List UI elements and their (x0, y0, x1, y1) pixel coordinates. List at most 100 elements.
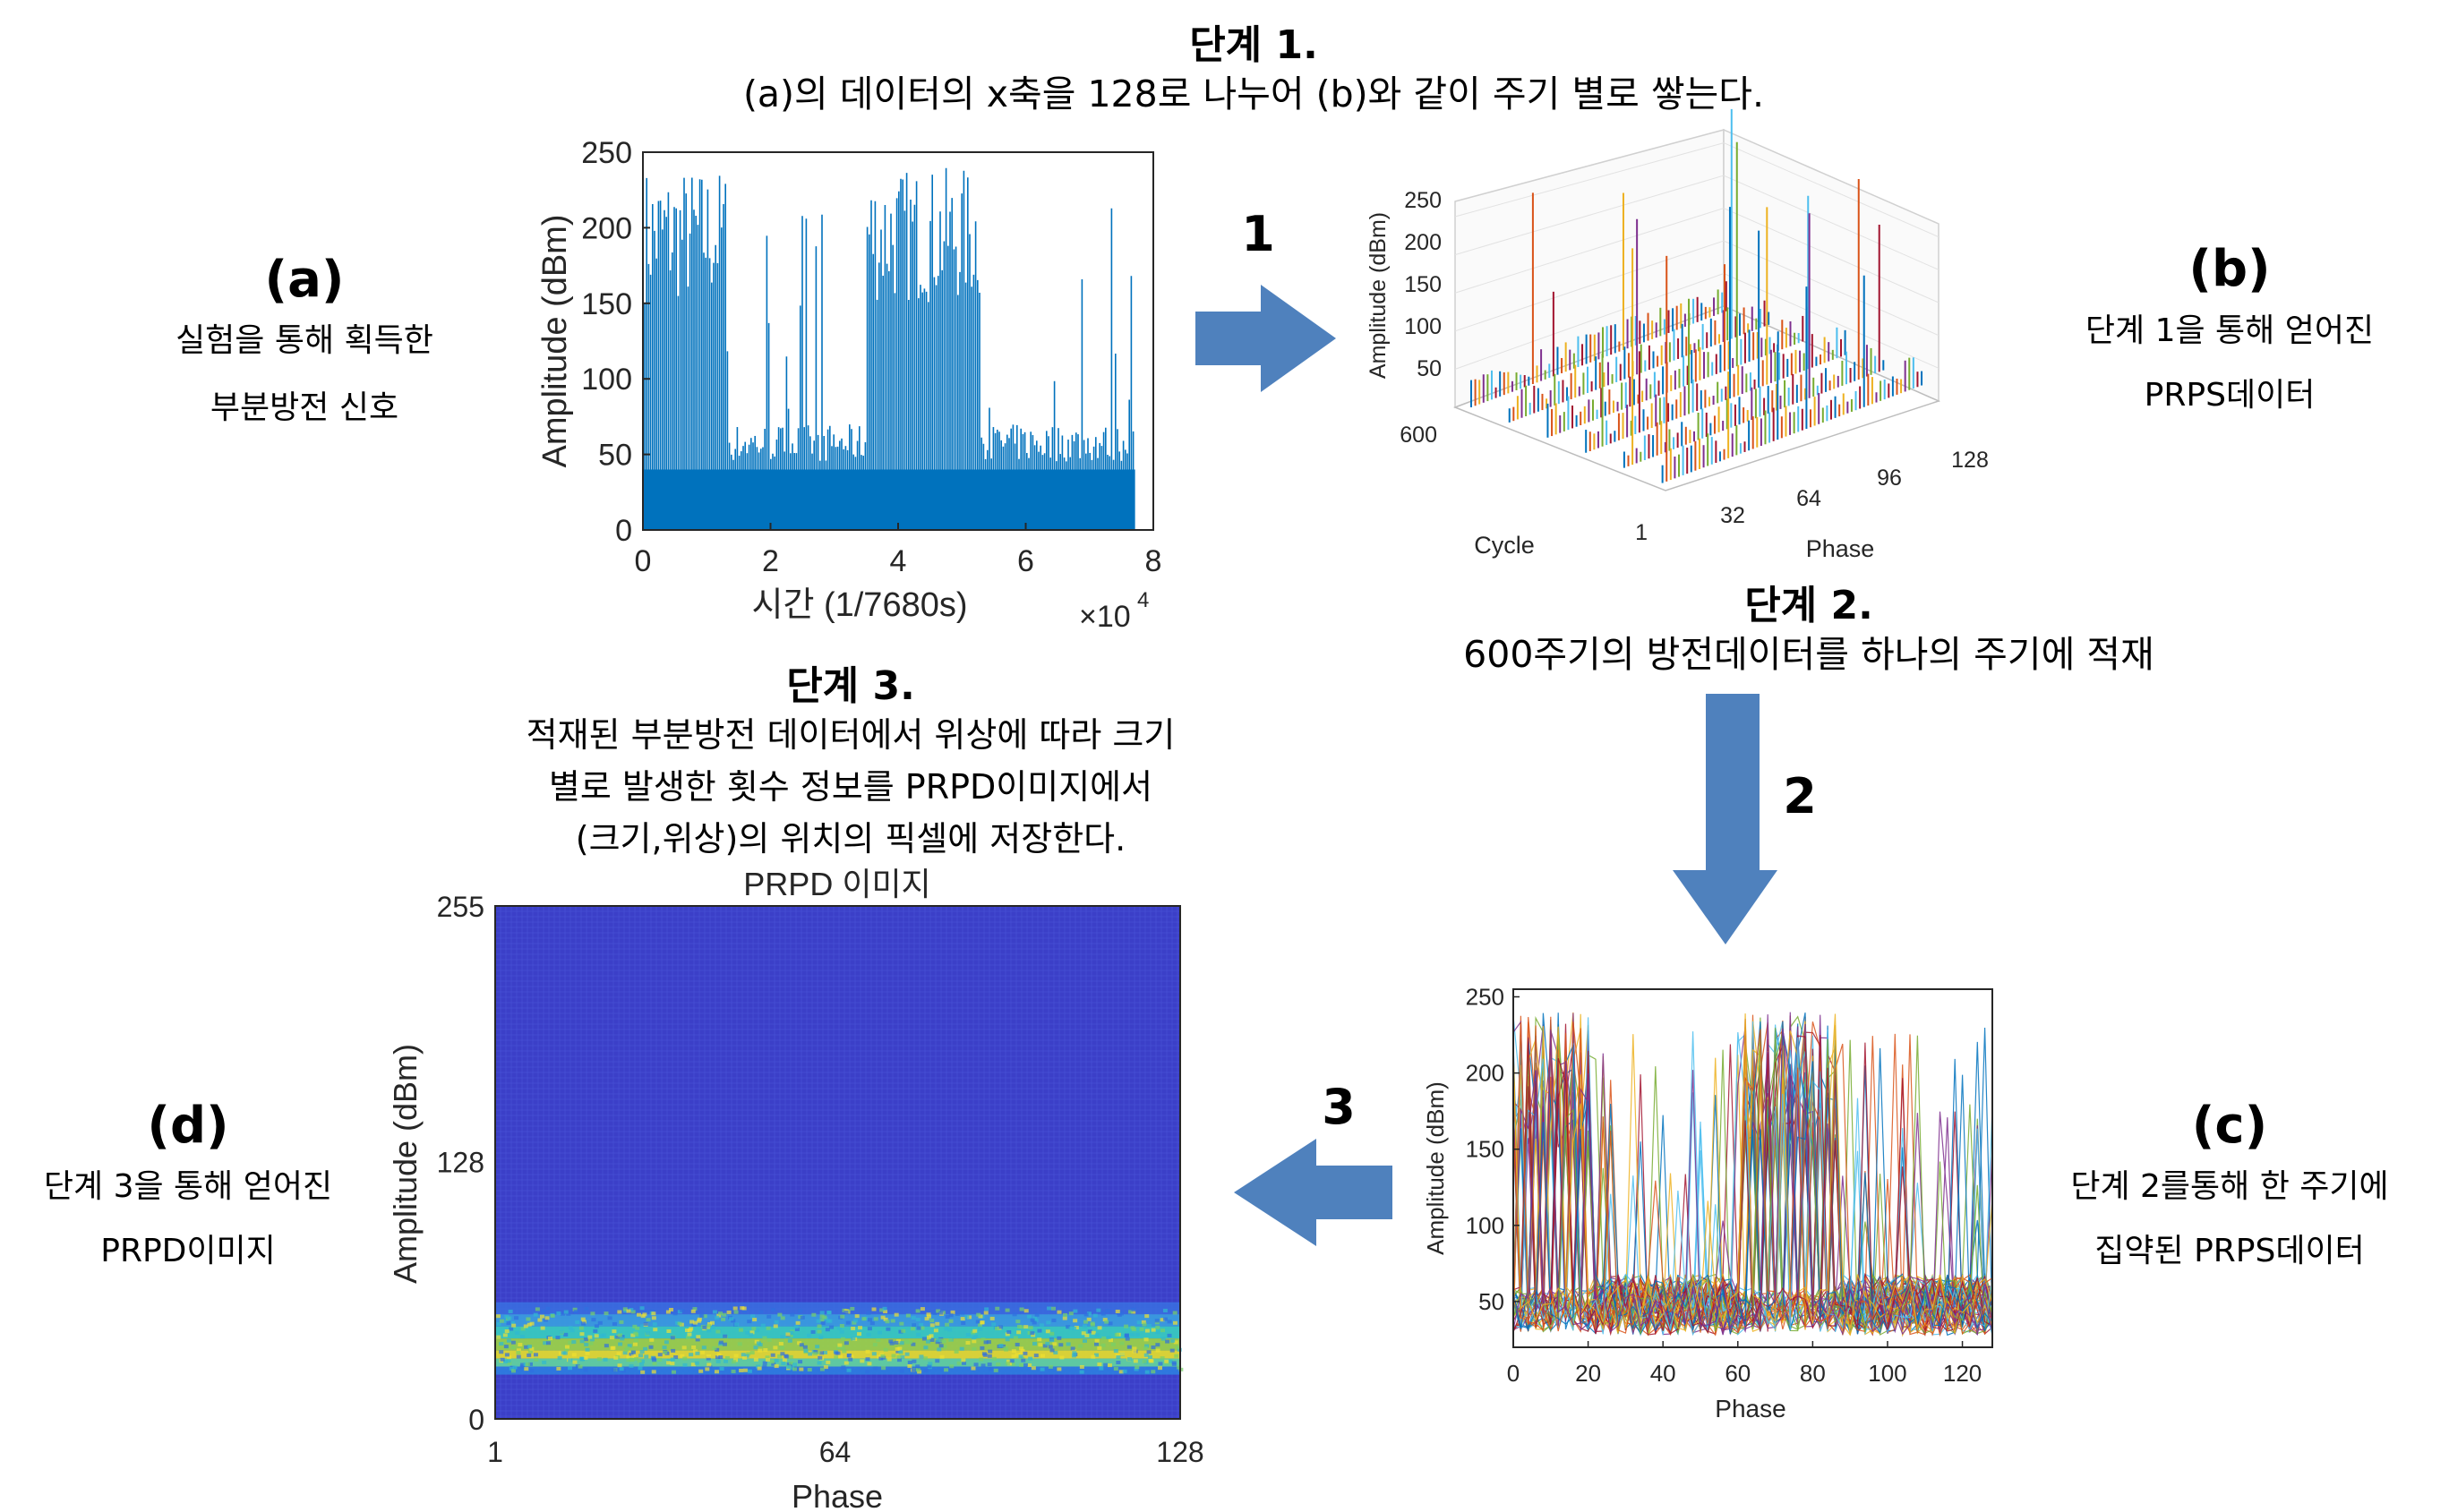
heatmap-cell (811, 1349, 817, 1354)
heatmap-cell (690, 1309, 696, 1313)
heatmap-cell (781, 1361, 786, 1365)
heatmap-cell (1126, 1357, 1132, 1362)
heatmap-cell (755, 1328, 760, 1333)
step3-line2: 별로 발생한 횟수 정보를 PRPD이미지에서 (548, 767, 1153, 807)
heatmap-cell (597, 1320, 603, 1325)
heatmap-cell (1030, 1331, 1035, 1336)
heatmap-cell (1160, 1337, 1166, 1341)
heatmap-cell (877, 1330, 882, 1335)
heatmap-cell (904, 1340, 910, 1345)
heatmap-cell (1021, 1358, 1026, 1363)
heatmap-cell (860, 1359, 865, 1363)
heatmap-cell (1005, 1362, 1010, 1366)
heatmap-cell (638, 1366, 643, 1371)
heatmap-cell (926, 1312, 931, 1317)
heatmap-cell (1046, 1320, 1051, 1325)
heatmap-cell (1155, 1325, 1160, 1329)
heatmap-cell (1040, 1354, 1045, 1358)
heatmap-cell (737, 1342, 742, 1346)
heatmap-cell (640, 1314, 646, 1319)
heatmap-cell (587, 1335, 593, 1339)
heatmap-cell (911, 1368, 916, 1372)
heatmap-cell (499, 1342, 504, 1346)
heatmap-cell (579, 1339, 585, 1344)
x-tick-label: 64 (819, 1436, 852, 1468)
heatmap-cell (908, 1340, 913, 1345)
arrow-left-3 (1234, 1139, 1392, 1246)
heatmap-cell (693, 1320, 698, 1325)
heatmap-cell (664, 1350, 670, 1354)
heatmap-cell (1146, 1350, 1152, 1354)
prps-series-line (1512, 1036, 1993, 1334)
heatmap-cell (749, 1330, 755, 1335)
heatmap-cell (691, 1345, 697, 1349)
heatmap-cell (633, 1331, 638, 1336)
heatmap-cell (1099, 1366, 1104, 1371)
heatmap-cell (1100, 1343, 1106, 1347)
heatmap-cell (843, 1341, 849, 1345)
heatmap-cell (798, 1309, 803, 1313)
heatmap-cell (886, 1327, 891, 1331)
heatmap-cell (839, 1329, 844, 1334)
heatmap-cell (633, 1338, 638, 1343)
heatmap-cell (1066, 1325, 1071, 1329)
heatmap-cell (1082, 1338, 1087, 1343)
heatmap-cell (1032, 1341, 1038, 1345)
heatmap-cell (1047, 1306, 1052, 1311)
heatmap-cell (1148, 1358, 1153, 1363)
heatmap-cell (848, 1357, 853, 1362)
heatmap-cell (972, 1346, 977, 1351)
heatmap-cell (911, 1342, 916, 1346)
heatmap-cell (817, 1361, 822, 1365)
heatmap-cell (1133, 1349, 1138, 1354)
heatmap-cell (616, 1335, 621, 1339)
heatmap-cell (533, 1353, 538, 1357)
prps-series-line (1512, 1021, 1993, 1336)
wall-grid-line (1454, 240, 1725, 332)
z-tick-label: 250 (1404, 188, 1442, 213)
heatmap-cell (937, 1347, 942, 1352)
heatmap-cell (560, 1330, 565, 1335)
step1-description: (a)의 데이터의 x축을 128로 나누어 (b)와 같이 주기 별로 쌓는다… (742, 73, 1765, 115)
heatmap-cell (984, 1307, 989, 1311)
heatmap-cell (555, 1336, 561, 1340)
heatmap-cell (895, 1349, 901, 1354)
y-tick-label: 0 (468, 1404, 484, 1436)
x-multiplier-exponent: 4 (1137, 588, 1149, 612)
heatmap-cell (619, 1367, 624, 1371)
heatmap-cell (1102, 1318, 1108, 1322)
heatmap-cell (593, 1328, 598, 1333)
phase-tick-label: 64 (1796, 486, 1821, 511)
heatmap-cell (665, 1310, 671, 1314)
heatmap-cell (796, 1368, 801, 1372)
heatmap-cell (939, 1354, 945, 1359)
heatmap-cell (657, 1357, 663, 1362)
heatmap-cell (938, 1338, 943, 1343)
heatmap-cell (527, 1322, 532, 1327)
heatmap-cell (800, 1315, 805, 1320)
heatmap-cell (915, 1309, 921, 1313)
heatmap-cell (629, 1357, 634, 1362)
prps-series-line (1512, 1031, 1993, 1335)
arrow-3-number: 3 (1322, 1079, 1356, 1135)
heatmap-cell (1072, 1351, 1077, 1355)
heatmap-cell (1039, 1323, 1044, 1328)
heatmap-cell (726, 1310, 732, 1314)
heatmap-cell (865, 1357, 870, 1362)
heatmap-cell (1143, 1345, 1148, 1350)
heatmap-cell (578, 1364, 583, 1369)
heatmap-cell (895, 1347, 900, 1352)
heatmap-cell (936, 1338, 941, 1343)
heatmap-cell (506, 1338, 511, 1343)
y-axis-label: Amplitude (dBm) (387, 1044, 424, 1284)
step3-line1: 적재된 부분방전 데이터에서 위상에 따라 크기 (526, 715, 1176, 755)
heatmap-cell (1087, 1329, 1092, 1334)
heatmap-cell (929, 1334, 934, 1338)
heatmap-cell (770, 1353, 775, 1357)
heatmap-cell (883, 1347, 888, 1352)
heatmap-cell (526, 1317, 531, 1321)
heatmap-cell (1134, 1367, 1139, 1371)
heatmap-cell (1175, 1345, 1180, 1350)
heatmap-cell (758, 1348, 763, 1353)
heatmap-cell (509, 1320, 515, 1325)
